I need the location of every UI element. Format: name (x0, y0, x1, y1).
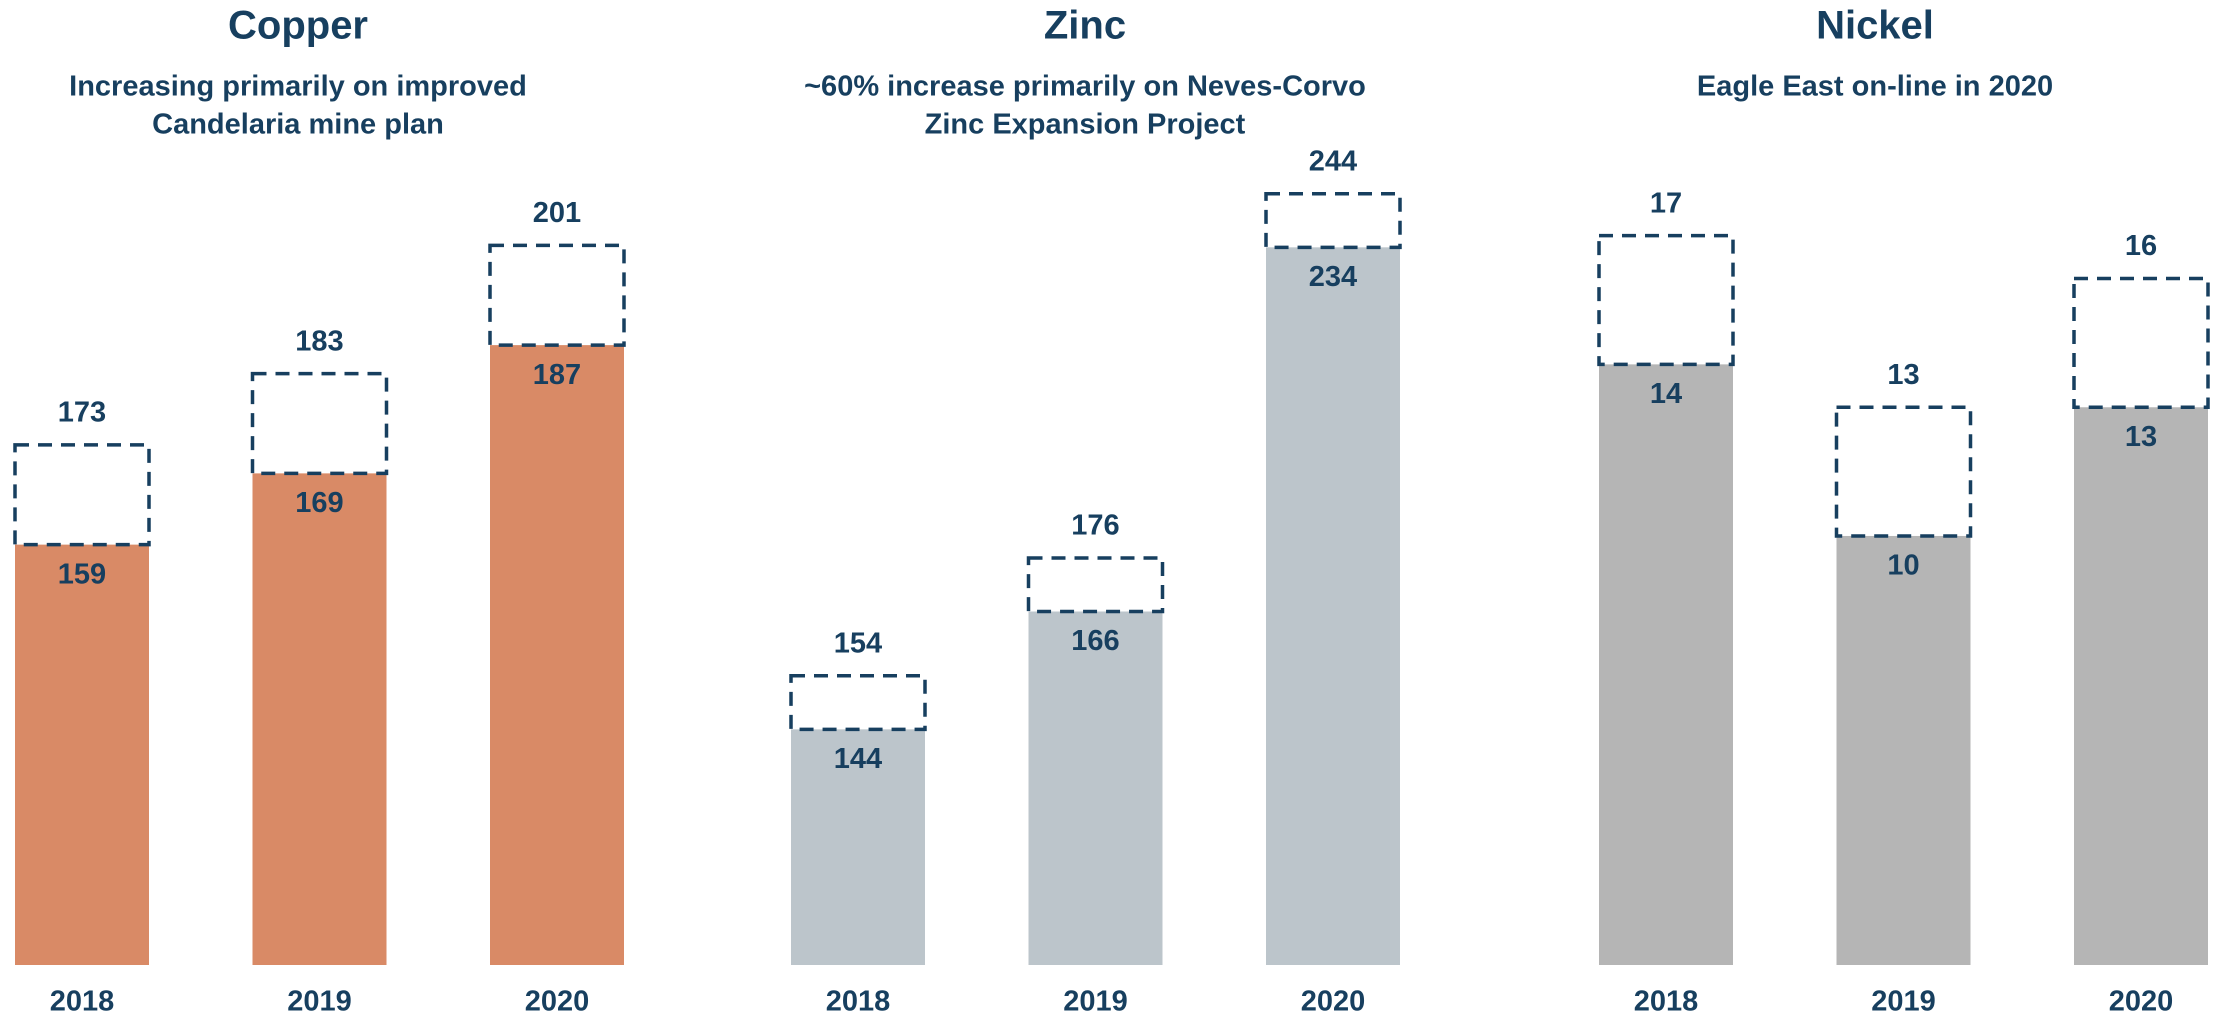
x-tick-label: 2020 (1301, 986, 1366, 1018)
chart-subtitle: ~60% increase primarily on Neves-Corvo (804, 71, 1366, 103)
high-label: 176 (1071, 510, 1119, 542)
chart-subtitle: Candelaria mine plan (152, 109, 444, 141)
x-tick-label: 2018 (50, 986, 115, 1018)
x-tick-label: 2020 (525, 986, 590, 1018)
range-box (789, 674, 927, 732)
chart-title: Nickel (1816, 4, 1934, 48)
x-tick-label: 2019 (287, 986, 352, 1018)
high-label: 201 (533, 197, 581, 229)
low-label: 166 (1071, 625, 1119, 657)
bar (791, 729, 925, 965)
chart-title: Zinc (1044, 4, 1126, 48)
high-label: 154 (834, 627, 882, 659)
bar (1836, 535, 1971, 965)
chart-subtitle: Zinc Expansion Project (925, 109, 1246, 141)
low-label: 169 (295, 487, 343, 519)
low-label: 144 (834, 743, 882, 775)
chart-subtitle: Eagle East on-line in 2020 (1697, 71, 2053, 103)
bar (15, 544, 149, 965)
bar (1028, 611, 1163, 965)
chart-subtitle: Increasing primarily on improved (69, 71, 527, 103)
x-tick-label: 2018 (826, 986, 891, 1018)
chart-title: Copper (228, 4, 368, 48)
high-label: 183 (295, 325, 343, 357)
x-tick-label: 2019 (1871, 986, 1936, 1018)
bar (490, 345, 624, 965)
bar (1599, 364, 1733, 965)
low-label: 187 (533, 359, 581, 391)
low-label: 234 (1309, 261, 1357, 293)
high-label: 17 (1650, 187, 1682, 219)
range-box (250, 371, 389, 476)
low-label: 14 (1650, 378, 1682, 410)
range-box (1026, 556, 1165, 614)
x-tick-label: 2019 (1063, 986, 1128, 1018)
high-label: 173 (58, 397, 106, 429)
x-tick-label: 2020 (2109, 986, 2174, 1018)
low-label: 10 (1887, 550, 1919, 582)
bar (2074, 407, 2208, 965)
range-box (13, 443, 151, 547)
range-box (2072, 276, 2210, 410)
range-box (488, 243, 626, 347)
low-label: 159 (58, 558, 106, 590)
range-box (1264, 192, 1402, 250)
low-label: 13 (2125, 421, 2157, 453)
x-tick-label: 2018 (1634, 986, 1699, 1018)
bar (1266, 247, 1400, 965)
range-box (1597, 233, 1735, 367)
high-label: 13 (1887, 359, 1919, 391)
bar (252, 473, 387, 965)
range-box (1834, 405, 1973, 538)
high-label: 16 (2125, 230, 2157, 262)
high-label: 244 (1309, 145, 1357, 177)
